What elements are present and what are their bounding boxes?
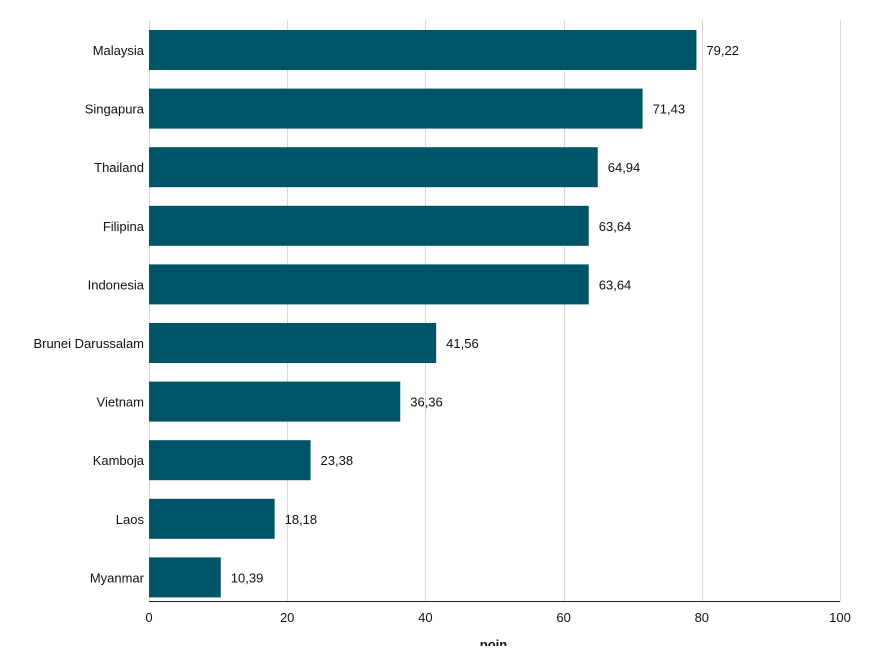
category-label: Filipina xyxy=(103,219,145,234)
x-tick-label: 60 xyxy=(556,610,570,625)
bars xyxy=(149,30,697,598)
data-label: 18,18 xyxy=(285,512,318,527)
labels: Malaysia 79,22 Singapura 71,43 Thailand 64,94… xyxy=(33,43,739,585)
category-label: Singapura xyxy=(85,102,145,117)
bar xyxy=(149,88,643,129)
bar xyxy=(149,30,697,70)
data-label: 36,36 xyxy=(410,395,443,410)
x-tick-label: 40 xyxy=(418,610,432,625)
x-tick-label: 100 xyxy=(829,610,851,625)
x-axis: 0 20 40 60 80 100 xyxy=(145,601,851,625)
category-label: Brunei Darussalam xyxy=(33,336,144,351)
bar xyxy=(149,147,598,188)
x-tick-label: 20 xyxy=(280,610,294,625)
category-label: Thailand xyxy=(94,160,144,175)
x-tick-label: 80 xyxy=(695,610,709,625)
data-label: 63,64 xyxy=(599,219,632,234)
data-label: 79,22 xyxy=(706,43,739,58)
bar xyxy=(149,557,221,598)
data-label: 41,56 xyxy=(446,336,479,351)
category-label: Vietnam xyxy=(97,395,144,410)
data-label: 71,43 xyxy=(653,102,686,117)
data-label: 63,64 xyxy=(599,277,632,292)
data-label: 64,94 xyxy=(608,160,641,175)
bar xyxy=(149,498,275,539)
bar xyxy=(149,440,311,481)
category-label: Indonesia xyxy=(88,277,145,292)
bar xyxy=(149,205,589,246)
category-label: Myanmar xyxy=(90,570,145,585)
data-label: 10,39 xyxy=(231,570,264,585)
x-axis-title: poin xyxy=(480,637,507,646)
x-tick-label: 0 xyxy=(145,610,152,625)
bar xyxy=(149,264,589,305)
bar xyxy=(149,381,401,422)
category-label: Kamboja xyxy=(93,453,145,468)
category-label: Malaysia xyxy=(93,43,145,58)
bar xyxy=(149,323,437,363)
category-label: Laos xyxy=(116,512,145,527)
data-label: 23,38 xyxy=(321,453,354,468)
